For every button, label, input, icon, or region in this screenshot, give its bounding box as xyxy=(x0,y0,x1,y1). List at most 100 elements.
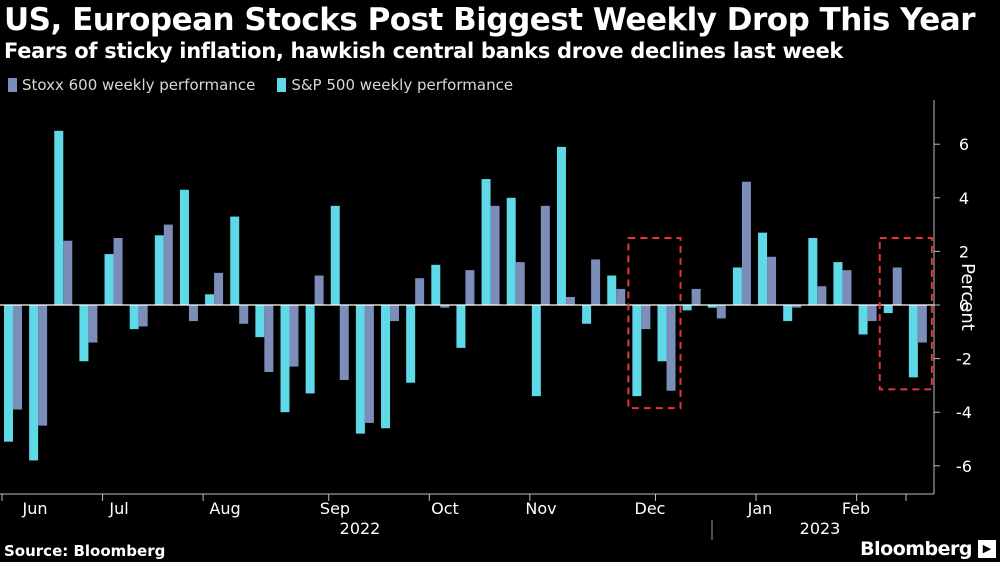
bar-sp500-25 xyxy=(632,305,642,397)
y-tick-label: 6 xyxy=(959,135,969,154)
bar-sp500-12 xyxy=(305,305,315,394)
bar-stoxx-18 xyxy=(465,270,475,305)
bar-sp500-1 xyxy=(29,305,39,461)
bar-stoxx-24 xyxy=(616,288,626,305)
bar-sp500-34 xyxy=(858,305,868,335)
y-tick-label: -6 xyxy=(956,457,972,476)
bar-stoxx-33 xyxy=(842,270,852,305)
bar-sp500-6 xyxy=(154,235,164,305)
bar-stoxx-23 xyxy=(591,259,601,305)
x-tick-label-month: Sep xyxy=(320,499,350,518)
bar-sp500-11 xyxy=(280,305,290,413)
y-tick-label: -2 xyxy=(956,350,972,369)
x-tick-label-month: Jan xyxy=(747,499,773,518)
y-axis-label: Percent xyxy=(957,263,978,331)
bar-sp500-15 xyxy=(381,305,391,429)
highlight-box-0 xyxy=(627,237,682,410)
bar-sp500-23 xyxy=(582,305,592,324)
highlight-box-1 xyxy=(878,237,933,391)
bar-sp500-22 xyxy=(556,146,566,305)
bar-sp500-7 xyxy=(179,189,189,305)
bar-sp500-19 xyxy=(481,179,491,305)
bar-stoxx-25 xyxy=(641,305,651,330)
bar-stoxx-6 xyxy=(163,224,173,305)
bar-sp500-31 xyxy=(783,305,793,322)
bar-stoxx-12 xyxy=(314,275,324,305)
bar-stoxx-21 xyxy=(540,205,550,305)
bar-stoxx-31 xyxy=(792,305,802,308)
bar-sp500-21 xyxy=(531,305,541,397)
bar-stoxx-3 xyxy=(88,305,98,343)
bar-stoxx-10 xyxy=(264,305,274,372)
bar-sp500-5 xyxy=(129,305,139,330)
bar-sp500-4 xyxy=(104,254,114,305)
bar-stoxx-15 xyxy=(390,305,400,322)
x-tick-label-year: 2023 xyxy=(800,519,841,538)
bar-sp500-27 xyxy=(682,305,692,311)
bar-sp500-30 xyxy=(758,232,768,305)
bar-stoxx-2 xyxy=(63,240,73,305)
x-tick-label-month: Jun xyxy=(22,499,48,518)
bar-stoxx-22 xyxy=(565,296,575,305)
source-note: Source: Bloomberg xyxy=(4,542,166,560)
y-tick-label: 2 xyxy=(959,242,969,261)
bar-stoxx-5 xyxy=(138,305,148,327)
bar-stoxx-16 xyxy=(415,278,425,305)
bar-stoxx-13 xyxy=(339,305,349,381)
bar-stoxx-30 xyxy=(767,256,777,305)
x-tick-label-month: Jul xyxy=(108,499,128,518)
bar-sp500-18 xyxy=(456,305,466,348)
bar-sp500-20 xyxy=(506,197,516,305)
bloomberg-wordmark: Bloomberg xyxy=(860,538,972,560)
bar-stoxx-1 xyxy=(38,305,48,426)
bar-sp500-33 xyxy=(833,262,843,305)
x-tick-label-month: Feb xyxy=(842,499,870,518)
bar-sp500-17 xyxy=(431,264,441,305)
bar-sp500-16 xyxy=(406,305,416,383)
y-tick-label: -4 xyxy=(956,403,972,422)
legend-swatch-sp500 xyxy=(277,78,287,92)
legend-item-sp500: S&P 500 weekly performance xyxy=(277,76,513,94)
y-tick-label: 4 xyxy=(959,189,969,208)
legend: Stoxx 600 weekly performance S&P 500 wee… xyxy=(8,76,513,94)
bar-sp500-24 xyxy=(607,275,617,305)
bar-stoxx-14 xyxy=(364,305,374,423)
x-tick-label-month: Dec xyxy=(635,499,666,518)
bar-sp500-13 xyxy=(330,205,340,305)
bloomberg-logo-icon: ▶ xyxy=(978,540,996,558)
bar-stoxx-34 xyxy=(867,305,877,322)
bar-stoxx-27 xyxy=(691,288,701,305)
bar-stoxx-7 xyxy=(188,305,198,322)
bar-stoxx-0 xyxy=(13,305,22,410)
bar-stoxx-26 xyxy=(666,305,676,391)
bar-sp500-0 xyxy=(4,305,13,442)
bar-stoxx-36 xyxy=(917,305,927,343)
bar-stoxx-17 xyxy=(440,305,450,308)
bar-stoxx-32 xyxy=(817,286,827,305)
bar-sp500-14 xyxy=(355,305,365,434)
x-tick-label-month: Aug xyxy=(209,499,240,518)
legend-label-sp500: S&P 500 weekly performance xyxy=(291,76,514,94)
bar-sp500-9 xyxy=(230,216,240,305)
bar-sp500-29 xyxy=(732,267,742,305)
bar-stoxx-19 xyxy=(490,205,500,305)
bar-sp500-10 xyxy=(255,305,265,338)
bar-sp500-28 xyxy=(707,305,717,308)
bar-sp500-32 xyxy=(808,238,818,305)
x-tick-label-year: 2022 xyxy=(340,519,381,538)
chart-subtitle: Fears of sticky inflation, hawkish centr… xyxy=(4,39,844,63)
bar-stoxx-20 xyxy=(515,262,525,305)
legend-item-stoxx: Stoxx 600 weekly performance xyxy=(8,76,255,94)
x-tick-label-month: Nov xyxy=(525,499,556,518)
x-tick-label-month: Oct xyxy=(431,499,459,518)
bar-stoxx-4 xyxy=(113,238,123,305)
bar-stoxx-8 xyxy=(214,272,224,305)
bar-sp500-2 xyxy=(54,130,64,305)
legend-swatch-stoxx xyxy=(8,78,17,92)
bar-stoxx-35 xyxy=(892,267,902,305)
bar-sp500-8 xyxy=(205,294,215,305)
bar-sp500-35 xyxy=(883,305,893,314)
bar-sp500-36 xyxy=(908,305,918,378)
bar-stoxx-29 xyxy=(741,181,751,305)
